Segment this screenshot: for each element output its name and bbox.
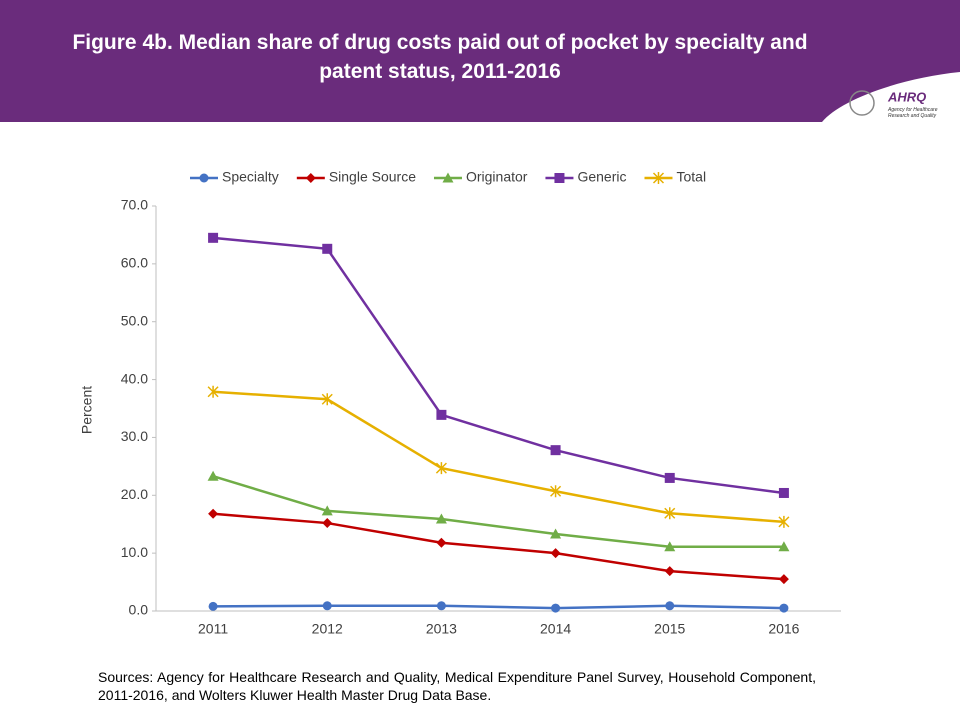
marker [550,528,562,539]
marker [550,548,561,559]
marker [664,541,676,552]
y-tick-label: 0.0 [129,602,149,618]
legend-label: Total [676,169,706,185]
x-tick-label: 2015 [654,621,685,637]
marker [778,541,790,552]
marker [321,505,333,516]
hhs-emblem [849,90,875,116]
y-tick-label: 70.0 [121,197,148,213]
series-line [212,512,785,581]
marker [779,603,789,613]
legend-label: Single Source [329,169,416,185]
series-line [212,474,784,549]
series-line [213,604,784,610]
header-band [0,0,960,122]
marker [436,537,447,548]
x-tick-label: 2013 [426,621,457,637]
legend-marker [554,173,565,183]
marker [550,445,561,456]
marker [664,566,675,577]
marker [208,601,218,611]
y-tick-label: 60.0 [121,255,148,271]
x-tick-label: 2016 [768,621,799,637]
marker [208,508,219,519]
x-tick-label: 2012 [312,621,343,637]
marker [550,485,562,498]
marker [436,409,447,420]
marker [665,601,675,611]
marker [208,232,219,243]
marker [435,513,447,524]
marker [664,472,675,483]
chart-title: Figure 4b. Median share of drug costs pa… [72,31,808,83]
y-tick-label: 20.0 [121,486,148,502]
legend-marker [652,172,665,184]
marker [778,515,790,528]
marker [322,601,332,611]
logo-tagline: Agency for Healthcare Research and Quali… [888,107,938,119]
marker [321,393,333,406]
legend-marker [442,172,454,183]
legend-label: Specialty [222,169,279,185]
legend-marker [199,173,209,183]
x-tick-label: 2014 [540,621,571,637]
sources-note: Sources: Agency for Healthcare Research … [98,669,816,703]
legend-marker [305,173,316,183]
logo: AHRQ [849,89,926,116]
y-tick-label: 50.0 [121,312,148,328]
y-tick-label: 30.0 [121,428,148,444]
legend-label: Generic [577,169,626,185]
logo-name: AHRQ [887,89,926,104]
y-tick-label: 40.0 [121,370,148,386]
x-tick-label: 2011 [198,621,228,637]
marker [207,470,219,481]
marker [322,518,333,529]
marker [436,601,446,611]
marker [664,507,676,520]
marker [551,603,561,613]
series-line [213,390,785,524]
legend-label: Originator [466,169,528,185]
series-line [212,236,785,495]
marker [322,243,333,254]
marker [207,385,219,398]
marker [778,487,789,498]
marker [435,462,447,475]
y-tick-label: 10.0 [121,544,148,560]
marker [778,574,789,585]
y-axis-label: Percent [79,386,95,434]
